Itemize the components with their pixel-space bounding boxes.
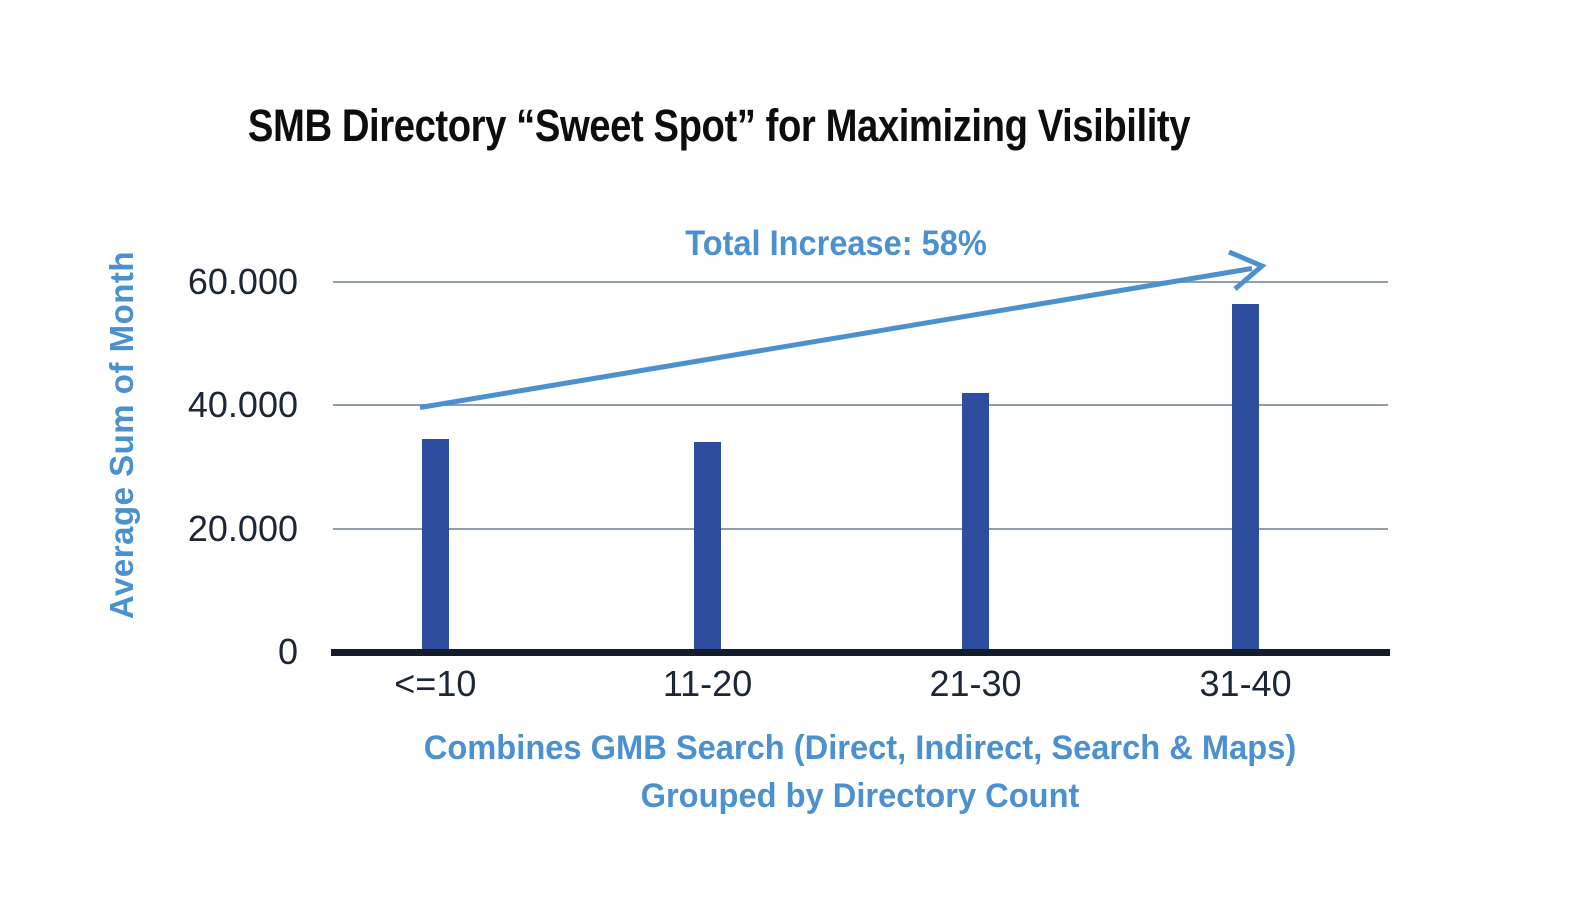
y-tick-label: 20.000 — [187, 507, 298, 549]
x-tick-label: 11-20 — [662, 663, 753, 704]
chart-title: SMB Directory “Sweet Spot” for Maximizin… — [247, 100, 1191, 151]
y-axis-title: Average Sum of Month — [103, 250, 140, 620]
bar-31-40 — [1232, 303, 1260, 652]
x-axis-caption-line2: Grouped by Directory Count — [640, 777, 1080, 815]
y-tick-label: 60.000 — [187, 261, 298, 302]
bar-<=10 — [421, 439, 449, 652]
total-increase-annotation: Total Increase: 58% — [685, 224, 987, 263]
gridline — [333, 404, 1388, 407]
gridline — [333, 281, 1388, 283]
y-tick-label: 40.000 — [187, 384, 298, 426]
gridline — [333, 527, 1388, 530]
x-tick-label: 31-40 — [1199, 663, 1292, 704]
x-axis-caption: Combines GMB Search (Direct, Indirect, S… — [424, 724, 1296, 820]
bar-11-20 — [694, 442, 722, 652]
y-tick-label: 0 — [277, 631, 298, 672]
x-tick-label: <=10 — [394, 663, 477, 704]
x-axis-caption-line1: Combines GMB Search (Direct, Indirect, S… — [423, 729, 1297, 767]
plot-area — [331, 281, 1390, 656]
bar-21-30 — [961, 393, 989, 652]
x-axis-baseline — [331, 648, 1390, 656]
x-tick-label: 21-30 — [929, 663, 1022, 704]
